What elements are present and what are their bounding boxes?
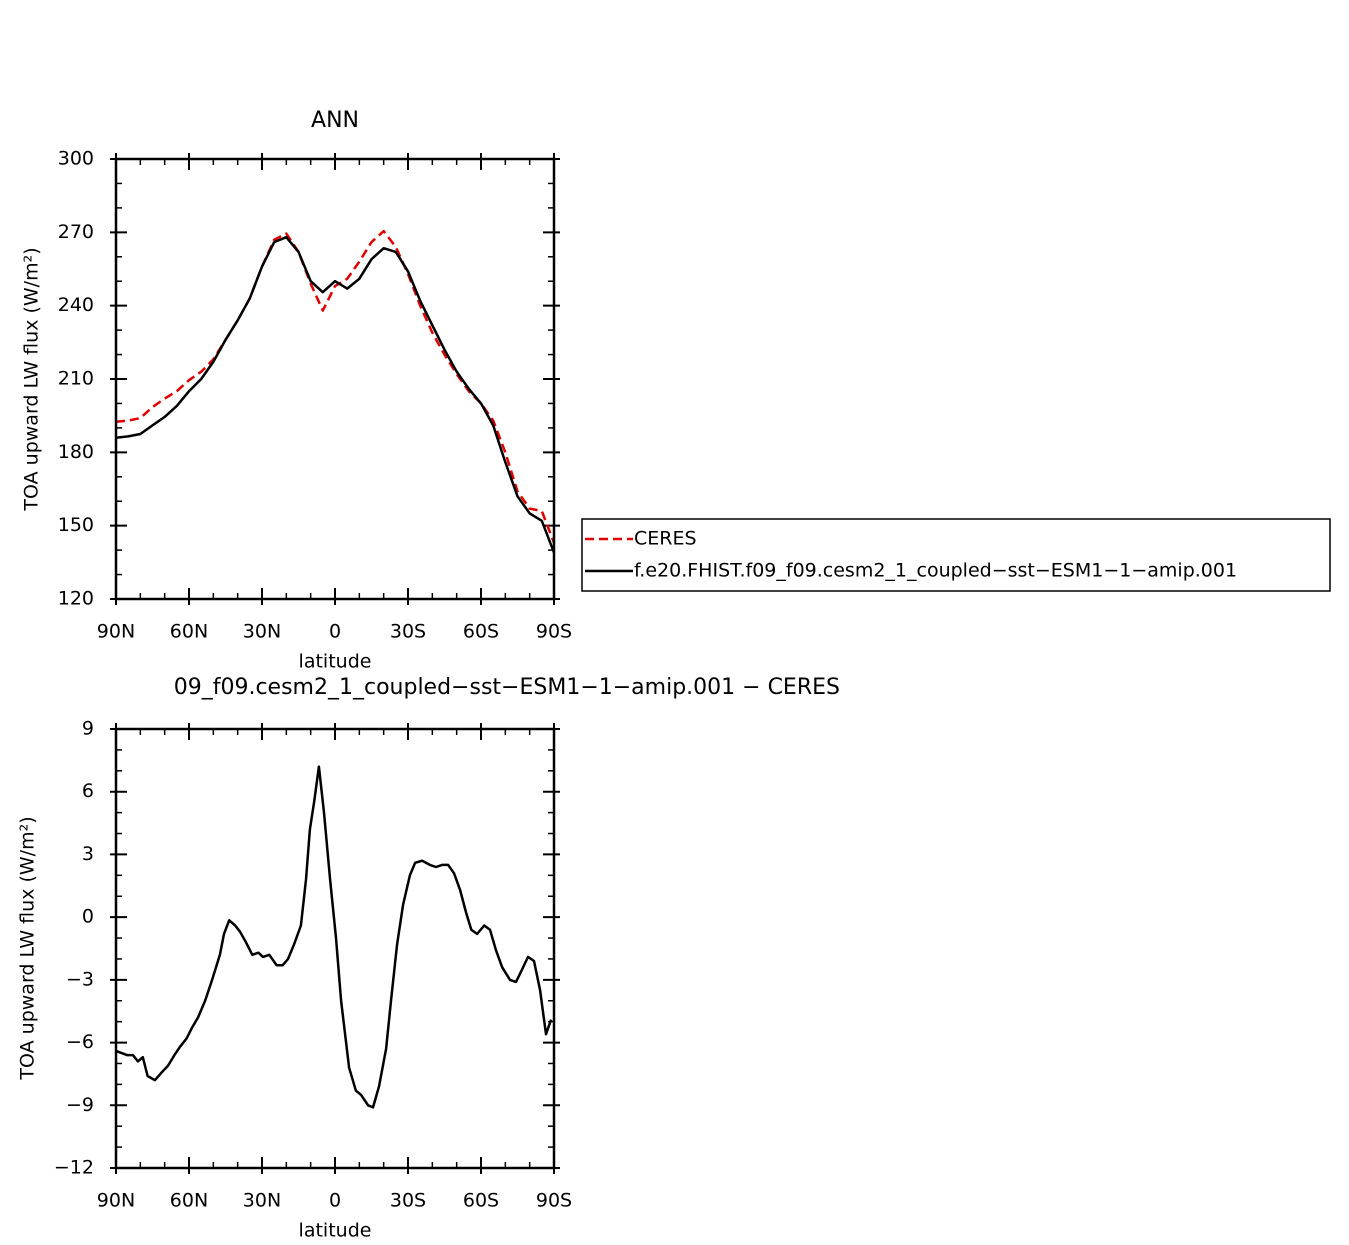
data-line	[115, 765, 553, 1109]
chart-title: 09_f09.cesm2_1_coupled−sst−ESM1−1−amip.0…	[174, 675, 840, 700]
x-tick-label: 60N	[170, 1190, 208, 1212]
x-tick-label: 60N	[170, 621, 208, 643]
x-tick-label: 30N	[243, 1190, 281, 1212]
y-axis-label: TOA upward LW flux (W/m²)	[17, 816, 39, 1080]
x-axis-label: latitude	[299, 651, 372, 673]
plot-frame	[114, 727, 556, 1170]
data-line	[115, 235, 556, 554]
y-tick-label: −9	[66, 1094, 94, 1116]
y-tick-label: 150	[58, 514, 94, 536]
y-tick-label: −6	[66, 1031, 94, 1053]
x-tick-label: 30N	[243, 621, 281, 643]
y-tick-label: −3	[66, 968, 94, 990]
plot-frame	[114, 157, 556, 601]
x-axis-label: latitude	[299, 1220, 372, 1242]
y-tick-label: 3	[82, 843, 94, 865]
y-tick-label: 6	[82, 780, 94, 802]
y-tick-label: 300	[58, 148, 94, 170]
x-tick-label: 90S	[536, 621, 572, 643]
y-tick-label: −12	[54, 1157, 94, 1179]
x-tick-label: 30S	[390, 621, 426, 643]
x-tick-label: 0	[329, 621, 341, 643]
y-tick-label: 0	[82, 906, 94, 928]
x-tick-label: 30S	[390, 1190, 426, 1212]
y-tick-label: 210	[58, 368, 94, 390]
y-tick-label: 180	[58, 441, 94, 463]
y-tick-label: 270	[58, 221, 94, 243]
legend-label: CERES	[634, 528, 697, 550]
x-tick-label: 60S	[463, 1190, 499, 1212]
y-tick-label: 120	[58, 588, 94, 610]
y-tick-label: 240	[58, 294, 94, 316]
x-tick-label: 60S	[463, 621, 499, 643]
legend-label: f.e20.FHIST.f09_f09.cesm2_1_coupled−sst−…	[634, 560, 1237, 582]
x-tick-label: 0	[329, 1190, 341, 1212]
data-line	[115, 229, 556, 544]
x-tick-label: 90N	[97, 1190, 135, 1212]
chart-title: ANN	[311, 108, 359, 133]
y-tick-label: 9	[82, 718, 94, 740]
legend-box	[581, 518, 1331, 592]
x-tick-label: 90S	[536, 1190, 572, 1212]
x-tick-label: 90N	[97, 621, 135, 643]
y-axis-label: TOA upward LW flux (W/m²)	[21, 247, 43, 511]
